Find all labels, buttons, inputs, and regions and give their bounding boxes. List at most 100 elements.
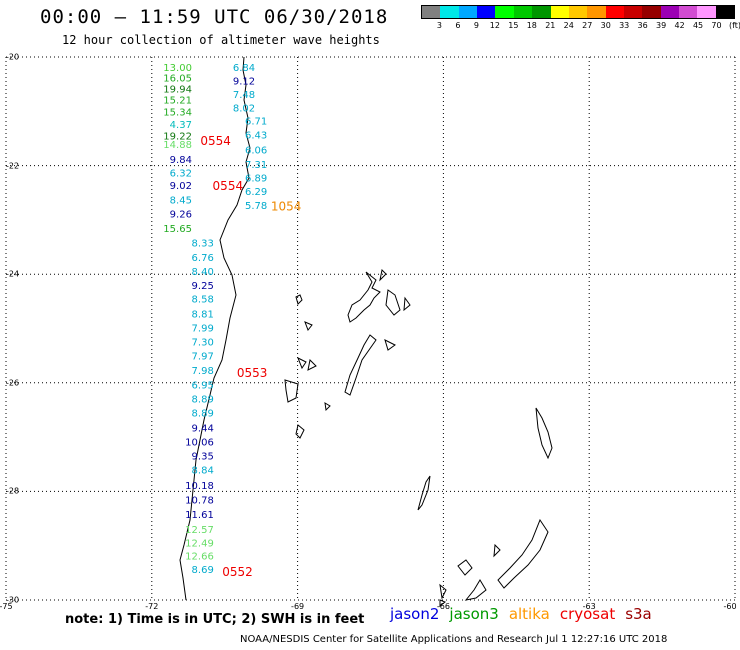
wave-height-value: 6.89 — [245, 174, 267, 185]
satellite-label-jason3: jason3 — [449, 605, 499, 623]
longitude-tick-label: -69 — [291, 602, 305, 611]
wave-height-value: 8.89 — [192, 395, 214, 406]
wave-height-value: 9.25 — [192, 281, 214, 292]
wave-height-value: 7.97 — [192, 352, 214, 363]
island-14 — [535, 407, 553, 460]
note-text: note: 1) Time is in UTC; 2) SWH is in fe… — [65, 612, 365, 627]
pass-time-label: 0554 — [213, 179, 244, 193]
wave-height-value: 19.22 — [163, 132, 192, 143]
coastline — [179, 56, 553, 608]
legend-label: 6 — [455, 21, 461, 30]
wave-height-value: 12.66 — [185, 551, 214, 562]
legend-swatch — [458, 6, 478, 18]
longitude-tick-label: -75 — [0, 602, 13, 611]
color-legend — [421, 5, 735, 19]
wave-height-value: 7.98 — [192, 366, 214, 377]
wave-height-value: 10.18 — [185, 481, 214, 492]
wave-height-value: 9.02 — [170, 181, 192, 192]
wave-height-value: 10.06 — [185, 437, 214, 448]
satellite-label-jason2: jason2 — [390, 605, 440, 623]
wave-height-value: 4.37 — [170, 120, 192, 131]
longitude-tick-label: -66 — [436, 602, 450, 611]
wave-height-value: 6.84 — [233, 63, 255, 74]
wave-height-value: 8.40 — [192, 267, 214, 278]
legend-swatch — [568, 6, 588, 18]
legend-label: 42 — [674, 21, 685, 30]
wave-height-value: 19.94 — [163, 84, 192, 95]
legend-label: 33 — [619, 21, 630, 30]
wave-height-value: 15.21 — [163, 95, 192, 106]
wave-height-value: 6.71 — [245, 117, 267, 128]
legend-label: 12 — [489, 21, 500, 30]
wave-height-value: 8.33 — [192, 239, 214, 250]
legend-label: 36 — [637, 21, 648, 30]
wave-height-value: 5.78 — [245, 201, 267, 212]
longitude-tick-label: -72 — [145, 602, 159, 611]
legend-swatch — [477, 6, 496, 18]
legend-swatch — [513, 6, 533, 18]
island-13 — [295, 424, 305, 439]
latitude-tick-label: -28 — [6, 486, 20, 496]
wave-height-value: 10.78 — [185, 496, 214, 507]
island-8 — [384, 339, 396, 351]
map-title: 00:00 – 11:59 UTC 06/30/2018 — [40, 6, 389, 28]
wave-height-value: 6.29 — [245, 187, 267, 198]
legend-swatch — [495, 6, 514, 18]
island-17 — [493, 543, 501, 558]
island-9 — [297, 356, 307, 370]
wave-height-value: 13.00 — [163, 63, 192, 74]
legend-label: 15 — [508, 21, 519, 30]
island-21 — [439, 599, 446, 608]
longitude-tick-label: -60 — [723, 602, 737, 611]
satellite-label-s3a: s3a — [625, 605, 652, 623]
legend-swatch — [679, 6, 698, 18]
wave-height-value: 6.43 — [245, 131, 267, 142]
wave-height-value: 8.69 — [192, 565, 214, 576]
latitude-tick-label: -30 — [6, 595, 20, 605]
wave-height-value: 16.05 — [163, 74, 192, 85]
legend-label: 9 — [473, 21, 479, 30]
wave-height-value: 12.57 — [185, 525, 214, 536]
island-3 — [379, 268, 387, 282]
wave-height-value: 6.95 — [192, 380, 214, 391]
legend-swatch — [422, 6, 441, 18]
island-4 — [385, 289, 401, 316]
legend-swatch — [532, 6, 551, 18]
latitude-tick-label: -24 — [6, 269, 20, 279]
wave-height-value: 15.65 — [163, 224, 192, 235]
wave-height-value: 8.81 — [192, 309, 214, 320]
satellite-label-altika: altika — [508, 605, 550, 623]
chile-coastline — [179, 56, 251, 601]
island-7 — [344, 334, 377, 396]
wave-height-value: 9.44 — [192, 423, 214, 434]
legend-label: 24 — [563, 21, 574, 30]
map-subtitle: 12 hour collection of altimeter wave hei… — [62, 33, 380, 47]
wave-height-value: 12.49 — [185, 538, 214, 549]
longitude-tick-label: -63 — [582, 602, 596, 611]
pass-time-labels: 0554 0554 1054 0553 0552 — [200, 134, 301, 579]
wave-height-value: 9.12 — [233, 76, 255, 87]
wave-height-value: 6.06 — [245, 145, 267, 156]
graticule — [5, 56, 736, 601]
wave-height-value: 15.34 — [163, 107, 192, 118]
legend-label: 45 — [692, 21, 704, 30]
legend-swatch — [587, 6, 606, 18]
legend-swatch — [642, 6, 661, 18]
island-15 — [417, 475, 431, 511]
legend-swatch — [605, 6, 624, 18]
wave-height-value: 14.88 — [163, 140, 192, 151]
island-5 — [403, 296, 411, 312]
latitude-tick-label: -22 — [6, 161, 20, 171]
legend-label: (ft) — [728, 21, 740, 30]
legend-swatch — [550, 6, 569, 18]
legend-swatch — [623, 6, 643, 18]
legend-label: 39 — [656, 21, 667, 30]
legend-swatch — [697, 6, 716, 18]
legend-swatch — [660, 6, 680, 18]
island-20 — [439, 583, 447, 600]
satellite-legend: jason2 jason3 altika cryosat s3a — [390, 605, 662, 623]
legend-label: 18 — [526, 21, 537, 30]
island-12 — [324, 402, 331, 412]
color-legend-labels: 3 6 9 12 15 18 21 24 27 30 33 36 39 42 45 70 (ft) — [421, 21, 740, 33]
